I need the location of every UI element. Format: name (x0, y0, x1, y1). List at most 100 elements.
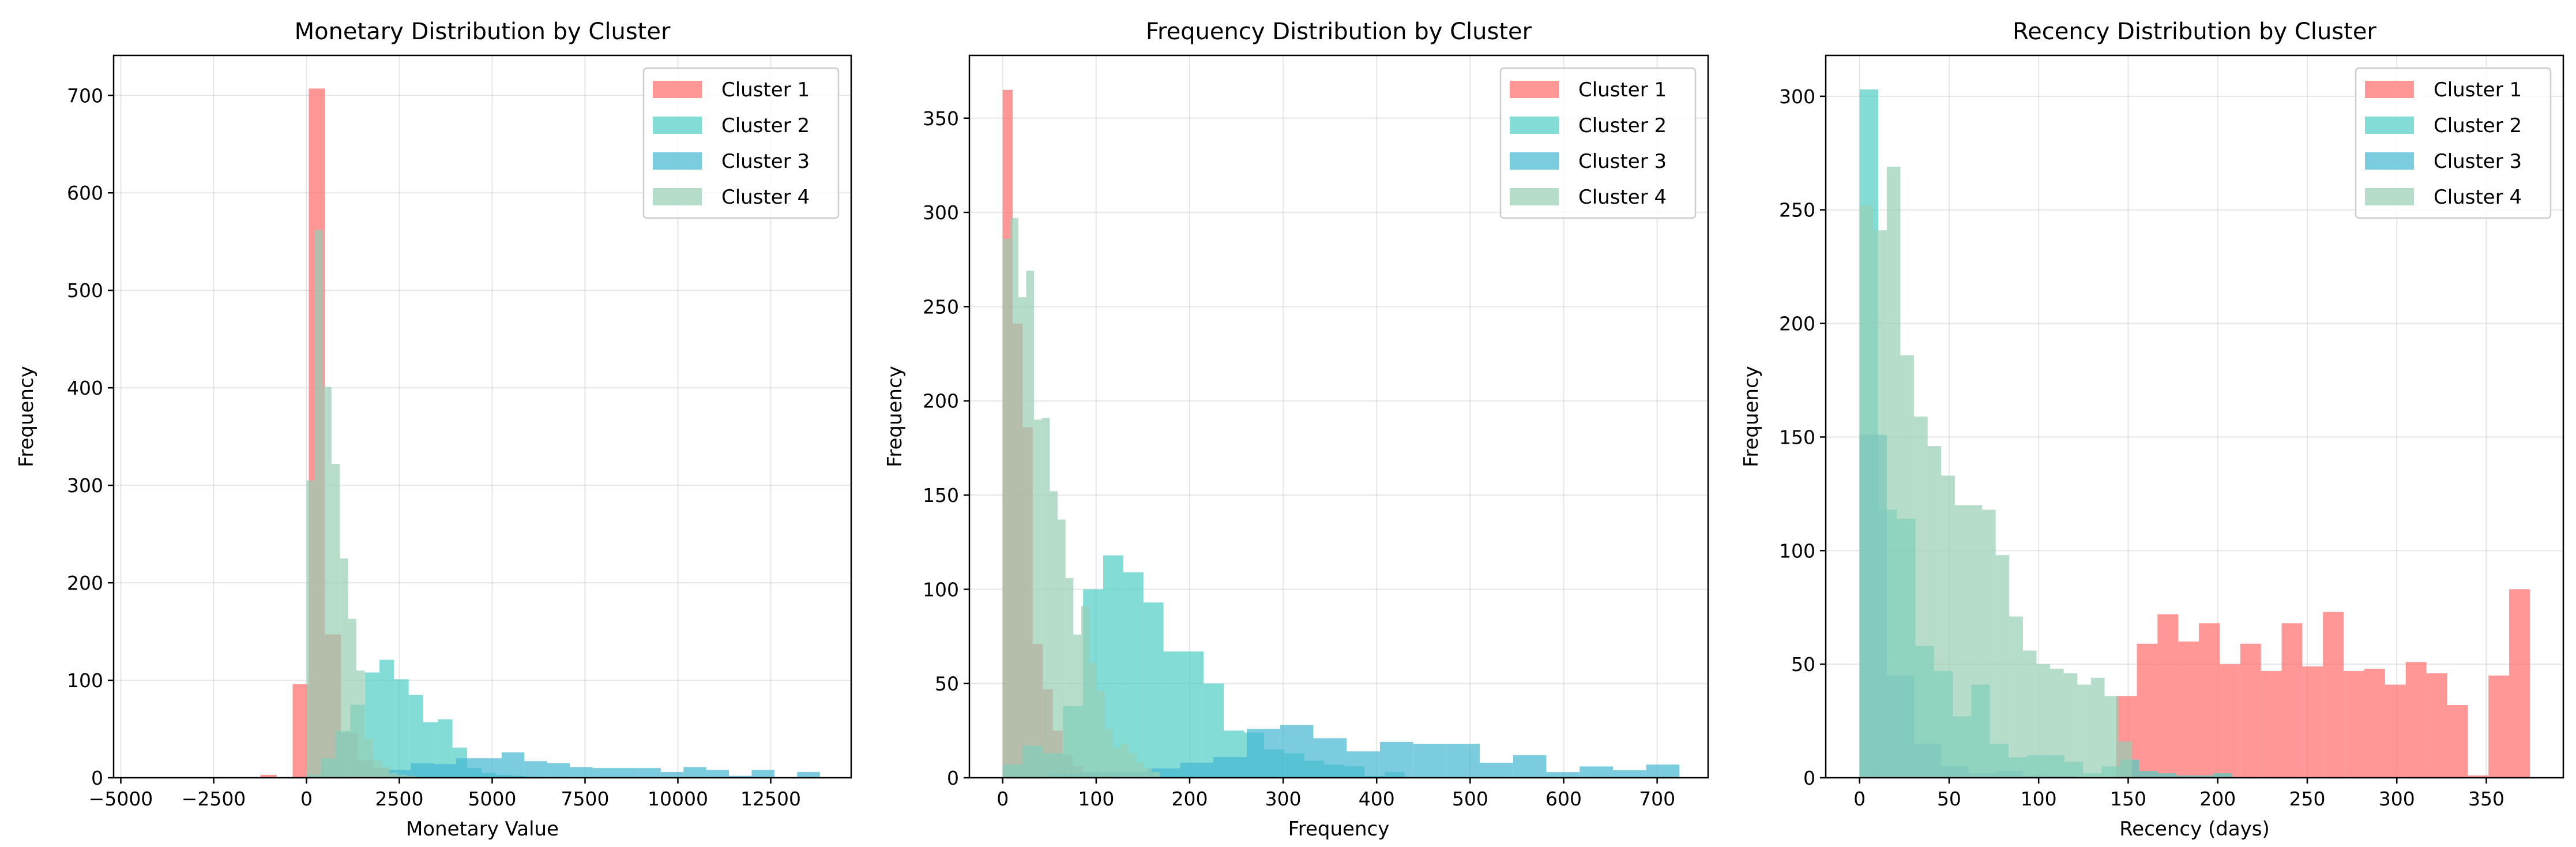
histogram-bar (411, 763, 434, 778)
histogram-bar (2213, 773, 2232, 778)
y-tick-label: 50 (1791, 653, 1815, 676)
histogram-bar (1123, 572, 1144, 778)
histogram-bar (547, 763, 570, 778)
histogram-bar (389, 773, 398, 778)
histogram-bar (2509, 589, 2530, 778)
histogram-bar (260, 774, 277, 778)
histogram-bar (2194, 775, 2214, 778)
x-tick-label: 0 (996, 788, 1009, 810)
histogram-bar (433, 764, 457, 778)
x-tick-label: 50 (1937, 788, 1961, 810)
histogram-bar (2009, 616, 2023, 778)
histogram-bar (2344, 670, 2365, 778)
x-tick-label: 200 (1171, 788, 1208, 810)
x-tick-label: 0 (1853, 788, 1866, 810)
histogram-bar (340, 558, 348, 778)
legend-swatch (653, 81, 702, 98)
histogram-bar (1900, 355, 1915, 778)
x-tick-label: 300 (2379, 788, 2415, 810)
x-tick-label: 200 (2199, 788, 2236, 810)
series-cluster-3 (388, 752, 820, 778)
histogram-bar (1968, 505, 1983, 778)
legend-swatch (1510, 188, 1559, 205)
histogram-bar (2137, 643, 2158, 778)
histogram-bar (1546, 772, 1580, 778)
histogram-bar (1144, 768, 1152, 778)
legend-swatch (653, 117, 702, 134)
histogram-bar (592, 768, 615, 778)
histogram-bar (2219, 664, 2240, 778)
histogram-bar (615, 768, 638, 778)
histogram-bar (2118, 741, 2132, 778)
histogram-bar (1050, 491, 1058, 778)
histogram-bar (2364, 669, 2385, 778)
histogram-bar (1954, 505, 1969, 778)
histogram-bar (1097, 691, 1105, 778)
legend-label: Cluster 2 (2434, 114, 2522, 137)
histogram-bar (524, 761, 547, 778)
y-tick-label: 200 (1779, 313, 1815, 335)
histogram-bar (2199, 623, 2220, 778)
y-tick-label: 250 (1779, 199, 1815, 222)
histogram-bar (1152, 772, 1160, 778)
x-tick-label: −5000 (89, 788, 153, 810)
histogram-bar (1002, 238, 1011, 778)
histogram-bar (2050, 669, 2064, 778)
legend-swatch (1510, 81, 1559, 98)
y-tick-label: 200 (923, 390, 959, 413)
y-tick-label: 300 (67, 474, 103, 497)
histogram-bar (1247, 729, 1280, 778)
histogram-bar (1073, 634, 1081, 778)
histogram-bar (1480, 762, 1513, 778)
y-tick-label: 100 (1779, 539, 1815, 562)
histogram-bar (501, 752, 525, 778)
histogram-bar (331, 463, 340, 778)
histogram-bar (2302, 666, 2323, 778)
legend-swatch (2365, 117, 2414, 134)
histogram-bar (1580, 766, 1613, 778)
histogram-bar (1065, 578, 1074, 778)
legend: Cluster 1 Cluster 2 Cluster 3 Cluster 4 (1499, 67, 1697, 219)
histogram-bar (1018, 297, 1026, 778)
histogram-bar (2176, 775, 2195, 778)
histogram-bar (406, 775, 415, 778)
y-tick-label: 100 (67, 669, 103, 692)
histogram-bar (2447, 705, 2468, 778)
y-axis-label: Frequency (1740, 366, 1763, 467)
legend-box (642, 67, 840, 219)
x-tick-label: 2500 (375, 788, 424, 810)
y-tick-label: 350 (923, 107, 959, 130)
legend-swatch (2365, 152, 2414, 170)
chart-title: Frequency Distribution by Cluster (1146, 18, 1532, 45)
histogram-bar (1646, 764, 1680, 778)
axes-frame (112, 54, 852, 779)
histogram-bar (1112, 747, 1121, 778)
histogram-bar (2178, 641, 2199, 778)
histogram-bar (394, 679, 409, 778)
histogram-bar (2063, 673, 2078, 778)
y-tick-label: 600 (67, 182, 103, 204)
histogram-bar (373, 760, 382, 778)
x-tick-label: 700 (1639, 788, 1675, 810)
series-cluster-4 (1002, 218, 1160, 778)
histogram-bar (706, 770, 729, 778)
y-tick-label: 150 (1779, 426, 1815, 448)
y-tick-label: 400 (67, 377, 103, 399)
histogram-bar (2157, 614, 2179, 778)
x-tick-label: 10000 (648, 788, 708, 810)
histogram-bar (1180, 762, 1214, 778)
legend-swatch (1510, 152, 1559, 170)
x-tick-label: 500 (1452, 788, 1488, 810)
histogram-bar (456, 758, 479, 778)
series-cluster-1 (2116, 589, 2530, 778)
legend-swatch (1510, 117, 1559, 134)
legend-box (1499, 67, 1697, 219)
legend-label: Cluster 3 (721, 150, 810, 173)
histogram-bar (364, 739, 373, 778)
histogram-bar (2405, 662, 2427, 778)
legend-label: Cluster 1 (1578, 78, 1667, 102)
axes-frame (968, 54, 1709, 779)
x-tick-label: 12500 (740, 788, 801, 810)
histogram-bar (1120, 744, 1129, 778)
